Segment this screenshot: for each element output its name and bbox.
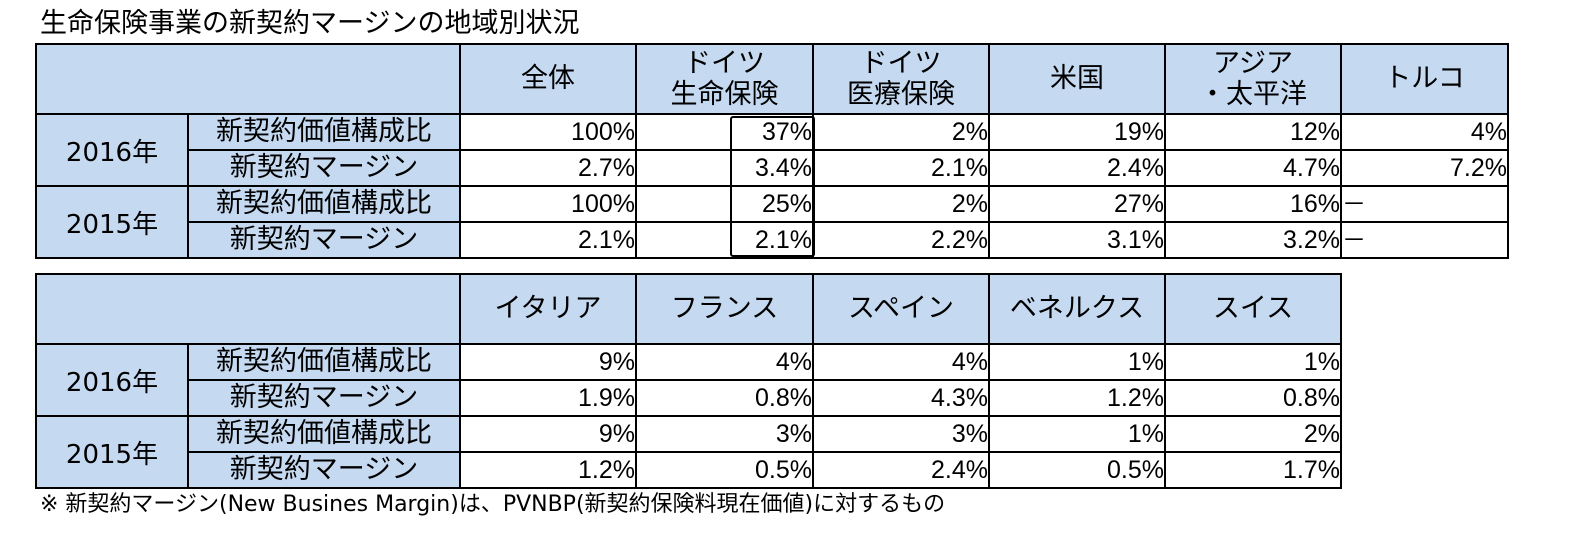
row-label: 新契約価値構成比	[187, 343, 461, 381]
cell: 7.2%	[1340, 149, 1509, 187]
col-header-spain: スペイン	[812, 273, 990, 345]
cell: 2.4%	[812, 451, 990, 489]
cell: －	[1340, 221, 1509, 259]
cell: 0.8%	[1164, 379, 1342, 417]
cell: 1.7%	[1164, 451, 1342, 489]
cell: 2.7%	[459, 149, 637, 187]
cell: 9%	[459, 343, 637, 381]
row-label: 新契約価値構成比	[187, 185, 461, 223]
col-header-germany-life: ドイツ 生命保険	[635, 43, 814, 115]
margin-table-2: イタリア フランス スペイン ベネルクス スイス 2016年 新契約価値構成比 …	[35, 273, 1342, 489]
cell: 27%	[988, 185, 1166, 223]
col-header-usa: 米国	[988, 43, 1166, 115]
cell: 2.1%	[459, 221, 637, 259]
footnote: ※ 新契約マージン(New Busines Margin)は、PVNBP(新契約…	[40, 492, 946, 517]
cell: 12%	[1164, 113, 1342, 151]
cell: 4.7%	[1164, 149, 1342, 187]
table-row: 2016年 新契約価値構成比 9% 4% 4% 1% 1%	[35, 343, 1342, 417]
page-title: 生命保険事業の新契約マージンの地域別状況	[40, 8, 580, 39]
col-header-asia-pacific: アジア ・太平洋	[1164, 43, 1342, 115]
cell: 3%	[812, 415, 990, 453]
cell: 4.3%	[812, 379, 990, 417]
cell: 4%	[1340, 113, 1509, 151]
cell: 3%	[635, 415, 814, 453]
cell: 25%	[635, 185, 814, 223]
table-row: 2015年 新契約価値構成比 9% 3% 3% 1% 2%	[35, 415, 1342, 489]
year-label: 2015年	[35, 415, 189, 489]
row-label: 新契約価値構成比	[187, 113, 461, 151]
cell: 19%	[988, 113, 1166, 151]
cell: 100%	[459, 185, 637, 223]
cell: 2.1%	[812, 149, 990, 187]
cell: 3.1%	[988, 221, 1166, 259]
cell: 2%	[1164, 415, 1342, 453]
cell: 1%	[988, 343, 1166, 381]
cell: 3.4%	[635, 149, 814, 187]
cell: 3.2%	[1164, 221, 1342, 259]
col-header-turkey: トルコ	[1340, 43, 1509, 115]
table-row: 新契約マージン 2.7% 3.4% 2.1% 2.4% 4.7% 7.2%	[36, 149, 1509, 187]
table-row: 新契約マージン 1.9% 0.8% 4.3% 1.2% 0.8%	[36, 379, 1342, 417]
col-header-benelux: ベネルクス	[988, 273, 1166, 345]
cell: 9%	[459, 415, 637, 453]
cell: －	[1340, 185, 1509, 223]
cell: 0.5%	[635, 451, 814, 489]
header-corner	[35, 273, 461, 345]
cell: 2%	[812, 185, 990, 223]
col-header-france: フランス	[635, 273, 814, 345]
cell: 100%	[459, 113, 637, 151]
cell: 16%	[1164, 185, 1342, 223]
row-label: 新契約マージン	[187, 149, 461, 187]
cell: 4%	[635, 343, 814, 381]
row-label: 新契約マージン	[187, 221, 461, 259]
cell: 1%	[1164, 343, 1342, 381]
table-row: 2015年 新契約価値構成比 100% 25% 2% 27% 16% －	[35, 185, 1509, 259]
margin-table-1: 全体 ドイツ 生命保険 ドイツ 医療保険 米国 アジア ・太平洋 トルコ 2016年 …	[35, 43, 1509, 259]
col-header-italy: イタリア	[459, 273, 637, 345]
cell: 0.8%	[635, 379, 814, 417]
year-label: 2016年	[35, 343, 189, 417]
cell: 2.4%	[988, 149, 1166, 187]
row-label: 新契約マージン	[187, 451, 461, 489]
row-label: 新契約マージン	[187, 379, 461, 417]
year-label: 2015年	[35, 185, 189, 259]
year-label: 2016年	[35, 113, 189, 187]
row-label: 新契約価値構成比	[187, 415, 461, 453]
cell: 37%	[635, 113, 814, 151]
col-header-switzerland: スイス	[1164, 273, 1342, 345]
cell: 1.2%	[988, 379, 1166, 417]
col-header-germany-health: ドイツ 医療保険	[812, 43, 990, 115]
cell: 2%	[812, 113, 990, 151]
cell: 1%	[988, 415, 1166, 453]
table-row: 2016年 新契約価値構成比 100% 37% 2% 19% 12% 4%	[35, 113, 1509, 187]
col-header-total: 全体	[459, 43, 637, 115]
cell: 1.2%	[459, 451, 637, 489]
cell: 1.9%	[459, 379, 637, 417]
cell: 0.5%	[988, 451, 1166, 489]
table-row: 新契約マージン 1.2% 0.5% 2.4% 0.5% 1.7%	[36, 451, 1342, 489]
cell: 2.2%	[812, 221, 990, 259]
table-row: 新契約マージン 2.1% 2.1% 2.2% 3.1% 3.2% －	[36, 221, 1509, 259]
cell: 2.1%	[635, 221, 814, 259]
cell: 4%	[812, 343, 990, 381]
header-corner	[35, 43, 461, 115]
